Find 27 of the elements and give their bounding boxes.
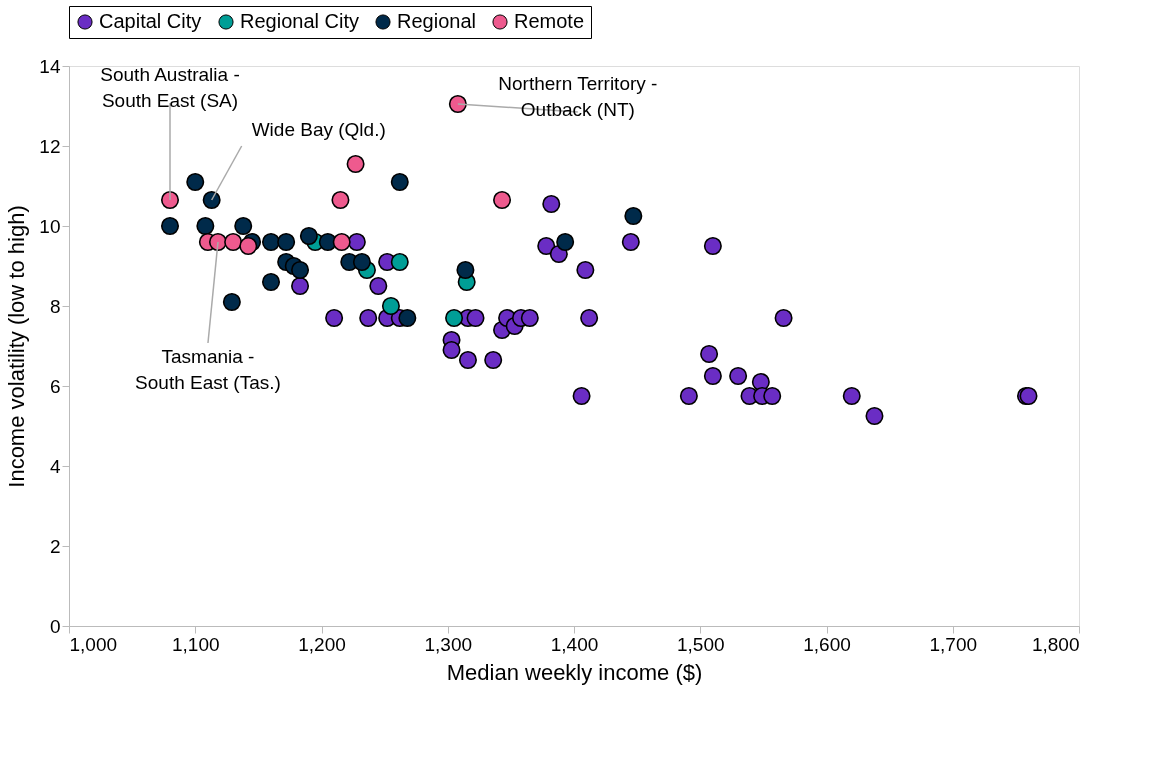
y-tick-label: 12 bbox=[39, 135, 61, 157]
y-tick-label: 2 bbox=[49, 535, 61, 557]
legend-label: Regional bbox=[397, 10, 476, 32]
y-tick-label: 6 bbox=[49, 375, 61, 397]
annotation: Northern Territory - Outback (NT) bbox=[498, 73, 658, 120]
x-tick-label: 1,300 bbox=[424, 633, 473, 655]
x-tick-label: 1,200 bbox=[298, 633, 346, 655]
x-tick-label: 1,400 bbox=[550, 633, 599, 655]
annotation: South Australia - South East (SA) bbox=[100, 64, 240, 111]
x-tick-label: 1,800 bbox=[1031, 633, 1080, 655]
y-axis-title: Income volatility (low to high) bbox=[4, 205, 30, 488]
x-tick-label: 1,000 bbox=[69, 633, 118, 655]
legend-label: Capital City bbox=[99, 10, 202, 32]
y-tick-label: 0 bbox=[49, 615, 61, 637]
y-tick-label: 10 bbox=[39, 215, 61, 237]
legend-label: Remote bbox=[514, 10, 585, 32]
y-tick-label: 8 bbox=[49, 295, 61, 317]
x-tick-label: 1,600 bbox=[803, 633, 851, 655]
y-tick-label: 14 bbox=[39, 55, 61, 77]
x-tick-label: 1,700 bbox=[929, 633, 978, 655]
y-tick-label: 4 bbox=[49, 455, 61, 477]
x-axis-title: Median weekly income ($) bbox=[446, 659, 703, 685]
x-tick-label: 1,500 bbox=[676, 633, 725, 655]
annotation: Wide Bay (Qld.) bbox=[251, 119, 386, 140]
x-tick-label: 1,100 bbox=[171, 633, 220, 655]
legend-label: Regional City bbox=[240, 10, 359, 32]
annotation: Tasmania - South East (Tas.) bbox=[135, 346, 281, 393]
